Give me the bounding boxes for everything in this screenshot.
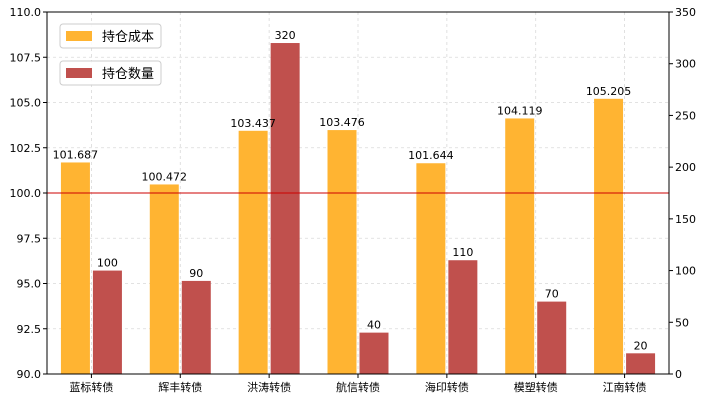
left-tick-label-5: 102.5 (10, 142, 42, 155)
left-tick-label-4: 100.0 (10, 187, 42, 200)
right-tick-label-2: 100 (675, 265, 696, 278)
right-tick-label-4: 200 (675, 161, 696, 174)
bar-cost-6 (594, 98, 624, 375)
legend-quantity-label: 持仓数量 (102, 67, 154, 82)
data-label-cost-3: 103.476 (319, 116, 365, 129)
right-tick-label-3: 150 (675, 213, 696, 226)
left-tick-label-7: 107.5 (10, 51, 42, 64)
legend-quantity: 持仓数量 (59, 60, 162, 86)
x-tick-label-6: 江南转债 (603, 380, 647, 394)
data-label-quantity-5: 70 (545, 288, 559, 301)
data-label-cost-1: 100.472 (142, 170, 188, 183)
right-tick-label-6: 300 (675, 58, 696, 71)
left-tick-label-6: 105.0 (10, 97, 42, 110)
right-tick-label-5: 250 (675, 109, 696, 122)
legend-quantity-box (59, 60, 162, 86)
right-tick-label-0: 0 (675, 368, 682, 381)
legend-quantity-swatch (66, 68, 92, 78)
bar-cost-4 (416, 163, 446, 374)
left-tick-label-8: 110.0 (10, 6, 42, 19)
bar-cost-0 (60, 162, 90, 374)
axes: 90.0 92.5 95.0 97.5 100.0 102.5 105.0 107.5 110.… (10, 6, 697, 394)
x-tick-label-4: 海印转债 (425, 380, 469, 394)
data-label-quantity-6: 20 (634, 339, 648, 352)
data-label-quantity-1: 90 (189, 267, 203, 280)
right-tick-label-1: 50 (675, 316, 689, 329)
bar-cost-5 (505, 118, 535, 374)
bar-quantity-1 (181, 280, 211, 374)
legend-cost-box (59, 23, 162, 49)
left-tick-label-1: 92.5 (17, 323, 42, 336)
left-tick-label-0: 90.0 (17, 368, 42, 381)
data-labels: 101.687 100 100.472 90 103.437 320 103.476 40 10… (53, 29, 648, 352)
bar-quantity-0 (92, 270, 122, 374)
bar-quantity-3 (359, 332, 389, 374)
data-label-cost-6: 105.205 (586, 85, 632, 98)
data-label-cost-0: 101.687 (53, 148, 99, 161)
data-label-cost-5: 104.119 (497, 104, 543, 117)
bars (60, 43, 656, 375)
x-tick-label-1: 辉丰转债 (158, 380, 202, 394)
bar-cost-3 (327, 130, 357, 374)
data-label-cost-2: 103.437 (230, 117, 276, 130)
x-tick-label-0: 蓝标转债 (69, 380, 113, 394)
bar-quantity-4 (448, 260, 478, 374)
legend-cost: 持仓成本 (59, 23, 162, 49)
x-tick-label-3: 航信转债 (336, 380, 380, 394)
bar-quantity-6 (626, 353, 656, 374)
x-tick-label-5: 模塑转债 (514, 380, 558, 394)
bar-cost-2 (238, 130, 268, 374)
data-label-quantity-2: 320 (275, 29, 296, 42)
x-tick-label-2: 洪涛转债 (247, 380, 291, 394)
data-label-cost-4: 101.644 (408, 149, 454, 162)
data-label-quantity-4: 110 (452, 246, 473, 259)
left-tick-label-3: 97.5 (17, 232, 42, 245)
bar-quantity-5 (537, 301, 567, 374)
right-tick-label-7: 350 (675, 6, 696, 19)
left-tick-label-2: 95.0 (17, 278, 42, 291)
data-label-quantity-3: 40 (367, 319, 381, 332)
legend-cost-label: 持仓成本 (102, 30, 154, 45)
data-label-quantity-0: 100 (97, 257, 118, 270)
legend-cost-swatch (66, 31, 92, 41)
bar-cost-1 (149, 184, 179, 374)
bar-quantity-2 (270, 43, 300, 375)
